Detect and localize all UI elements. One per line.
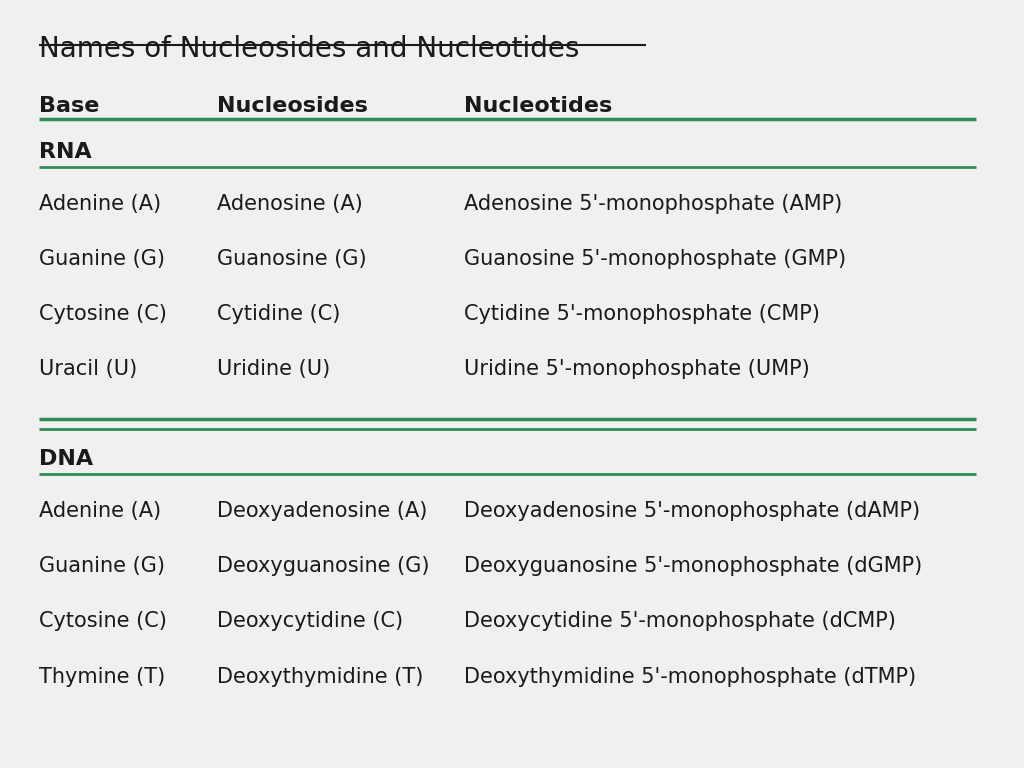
Text: Deoxycytidine (C): Deoxycytidine (C) [217, 611, 403, 631]
Text: Deoxythymidine (T): Deoxythymidine (T) [217, 667, 423, 687]
Text: Nucleosides: Nucleosides [217, 96, 368, 116]
Text: Cytosine (C): Cytosine (C) [40, 611, 167, 631]
Text: Guanine (G): Guanine (G) [40, 556, 166, 576]
Text: Deoxyguanosine (G): Deoxyguanosine (G) [217, 556, 429, 576]
Text: Uridine (U): Uridine (U) [217, 359, 331, 379]
Text: Deoxyadenosine (A): Deoxyadenosine (A) [217, 501, 427, 521]
Text: Adenine (A): Adenine (A) [40, 194, 162, 214]
Text: Cytidine (C): Cytidine (C) [217, 304, 340, 324]
Text: Uridine 5'-monophosphate (UMP): Uridine 5'-monophosphate (UMP) [464, 359, 809, 379]
Text: Uracil (U): Uracil (U) [40, 359, 137, 379]
Text: Nucleotides: Nucleotides [464, 96, 611, 116]
Text: Deoxyguanosine 5'-monophosphate (dGMP): Deoxyguanosine 5'-monophosphate (dGMP) [464, 556, 922, 576]
Text: Guanosine 5'-monophosphate (GMP): Guanosine 5'-monophosphate (GMP) [464, 249, 846, 269]
Text: Cytosine (C): Cytosine (C) [40, 304, 167, 324]
Text: Names of Nucleosides and Nucleotides: Names of Nucleosides and Nucleotides [40, 35, 580, 62]
Text: Adenine (A): Adenine (A) [40, 501, 162, 521]
Text: Deoxyadenosine 5'-monophosphate (dAMP): Deoxyadenosine 5'-monophosphate (dAMP) [464, 501, 920, 521]
Text: Cytidine 5'-monophosphate (CMP): Cytidine 5'-monophosphate (CMP) [464, 304, 819, 324]
Text: RNA: RNA [40, 142, 92, 162]
Text: Deoxycytidine 5'-monophosphate (dCMP): Deoxycytidine 5'-monophosphate (dCMP) [464, 611, 895, 631]
Text: Deoxythymidine 5'-monophosphate (dTMP): Deoxythymidine 5'-monophosphate (dTMP) [464, 667, 915, 687]
Text: Base: Base [40, 96, 99, 116]
Text: Adenosine 5'-monophosphate (AMP): Adenosine 5'-monophosphate (AMP) [464, 194, 842, 214]
Text: Adenosine (A): Adenosine (A) [217, 194, 362, 214]
Text: Thymine (T): Thymine (T) [40, 667, 166, 687]
Text: Guanosine (G): Guanosine (G) [217, 249, 367, 269]
Text: Guanine (G): Guanine (G) [40, 249, 166, 269]
Text: DNA: DNA [40, 449, 93, 469]
